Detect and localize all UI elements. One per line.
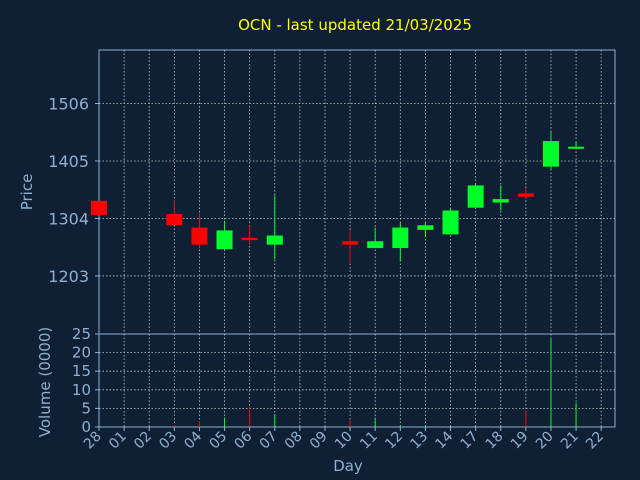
x-tick-label: 09 <box>307 429 331 453</box>
x-tick-label: 10 <box>332 429 356 453</box>
candle-10 <box>342 230 359 264</box>
candle-body <box>568 146 585 149</box>
candle-body <box>241 237 258 241</box>
candle-11 <box>367 227 384 249</box>
candle-body <box>166 213 183 226</box>
x-tick-label: 20 <box>533 429 557 453</box>
price-y-ticks: 1203 1304 1405 1506 <box>48 94 99 286</box>
candle-14 <box>442 208 459 235</box>
candle-13 <box>417 223 434 237</box>
volume-y-tick-label: 15 <box>72 362 91 380</box>
x-tick-label: 04 <box>181 428 205 452</box>
x-tick-label: 05 <box>206 429 230 453</box>
candle-03 <box>166 200 183 226</box>
candle-body <box>442 210 459 235</box>
candle-21 <box>568 142 585 150</box>
candle-05 <box>216 220 233 251</box>
candle-body <box>191 227 208 245</box>
candles <box>91 131 585 264</box>
x-tick-label: 14 <box>432 428 456 452</box>
x-tick-label: 13 <box>407 429 431 453</box>
volume-y-tick-label: 25 <box>72 325 91 343</box>
candle-body <box>517 193 534 197</box>
x-tick-label: 07 <box>257 429 281 453</box>
price-y-tick-label: 1304 <box>48 209 89 228</box>
candle-body <box>216 230 233 250</box>
candle-body <box>542 141 559 167</box>
x-axis-label: Day <box>333 457 363 475</box>
candle-body <box>467 185 484 208</box>
volume-y-tick-label: 20 <box>72 344 91 362</box>
x-ticks: 28 01 02 03 04 05 06 07 08 09 10 11 12 13 14 17 18 19 20 21… <box>81 427 607 452</box>
candle-18 <box>492 185 509 211</box>
x-tick-label: 11 <box>357 429 381 453</box>
candle-body <box>417 225 434 230</box>
price-y-tick-label: 1405 <box>48 152 89 171</box>
volume-axis-label: Volume (0000) <box>36 327 54 437</box>
price-y-tick-label: 1203 <box>48 267 89 286</box>
volume-plot-frame <box>98 333 616 428</box>
price-plot-frame <box>98 49 616 335</box>
candle-12 <box>392 223 409 262</box>
volume-y-tick-label: 5 <box>81 399 91 417</box>
candle-body <box>392 227 409 249</box>
chart-title: OCN - last updated 21/03/2025 <box>238 16 472 34</box>
candle-20 <box>542 131 559 170</box>
x-tick-label: 18 <box>483 429 507 453</box>
x-tick-label: 08 <box>282 429 306 453</box>
candle-19 <box>517 187 534 198</box>
candle-body <box>342 241 359 245</box>
candle-body <box>266 235 283 245</box>
price-y-tick-label: 1506 <box>48 94 89 113</box>
x-tick-label: 12 <box>382 429 406 453</box>
candle-28 <box>91 200 107 216</box>
candle-body <box>91 200 107 216</box>
x-tick-label: 06 <box>232 428 256 452</box>
candle-07 <box>266 195 283 260</box>
volume-y-tick-label: 0 <box>81 418 91 436</box>
price-axis-label: Price <box>18 174 36 211</box>
x-tick-label: 03 <box>156 429 180 453</box>
x-tick-label: 21 <box>558 429 582 453</box>
volume-bars <box>173 337 577 427</box>
x-tick-label: 17 <box>458 429 482 453</box>
x-tick-label: 02 <box>131 429 155 453</box>
candle-body <box>367 241 384 249</box>
candle-17 <box>467 183 484 208</box>
candle-06 <box>241 225 258 245</box>
price-panel: 1203 1304 1405 1506 Price <box>18 49 616 335</box>
x-tick-label: 19 <box>508 429 532 453</box>
x-tick-label: 22 <box>583 429 607 453</box>
candle-body <box>492 199 509 203</box>
volume-grid <box>99 334 615 427</box>
candle-04 <box>191 215 208 247</box>
x-tick-label: 01 <box>106 429 130 453</box>
price-grid <box>99 50 615 334</box>
volume-y-tick-label: 10 <box>72 381 91 399</box>
